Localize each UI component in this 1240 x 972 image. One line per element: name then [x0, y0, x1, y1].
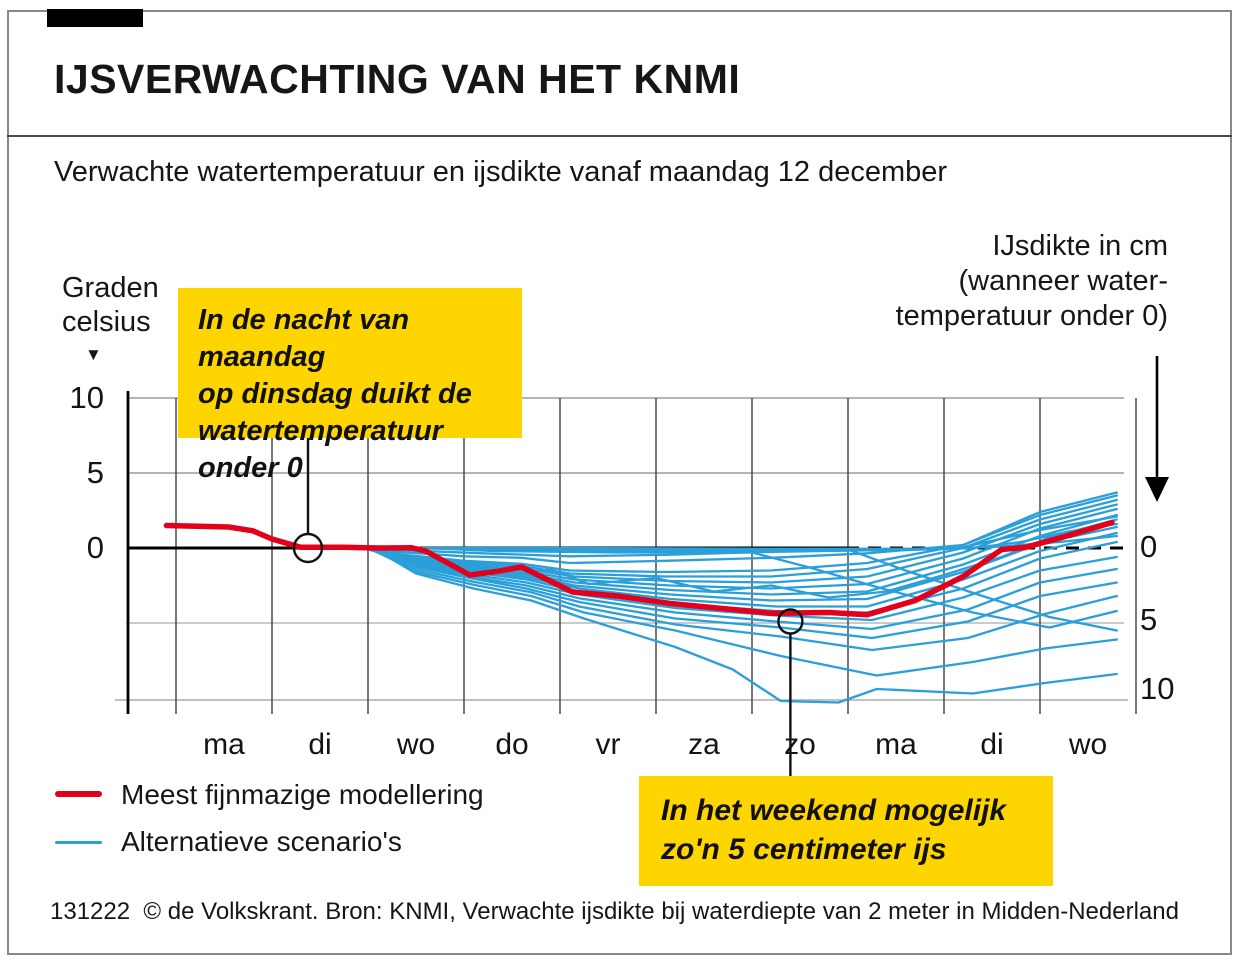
legend-swatch-main-model	[55, 791, 102, 797]
svg-text:di: di	[980, 728, 1003, 761]
annotation1-line3: watertemperatuur onder 0	[198, 415, 443, 484]
volkskrant-black-bar	[47, 9, 143, 27]
left-axis-label-line1: Graden	[62, 272, 159, 304]
svg-text:wo: wo	[396, 728, 435, 761]
right-axis-label-line2: (wanneer water-	[958, 265, 1168, 297]
svg-text:za: za	[688, 728, 720, 761]
ice-depth-arrow-icon	[1145, 356, 1169, 502]
legend-label-scenarios: Alternatieve scenario's	[121, 826, 402, 857]
svg-text:10: 10	[70, 380, 104, 415]
day-labels: ma di wo do vr za zo ma di wo	[203, 728, 1107, 761]
left-axis-label-line2: celsius	[62, 306, 151, 338]
left-axis-marker-icon: ▼	[85, 345, 102, 364]
main-model-line	[163, 519, 1115, 618]
svg-text:0: 0	[87, 530, 104, 565]
svg-text:wo: wo	[1068, 728, 1107, 761]
legend-label-main-model: Meest fijnmazige modellering	[121, 779, 484, 810]
chart-subtitle: Verwachte watertemperatuur en ijsdikte v…	[54, 156, 948, 188]
svg-text:vr: vr	[596, 728, 621, 761]
annotation1-line1: In de nacht van maandag	[198, 304, 410, 373]
svg-text:ma: ma	[875, 728, 917, 761]
annotation2-line1: In het weekend mogelijk	[661, 794, 1007, 827]
title-divider	[7, 135, 1232, 137]
svg-text:5: 5	[87, 455, 104, 490]
scenario-lines	[357, 491, 1118, 704]
svg-text:ma: ma	[203, 728, 245, 761]
legend-swatch-scenarios	[55, 841, 102, 844]
svg-text:do: do	[495, 728, 528, 761]
svg-text:0: 0	[1140, 529, 1157, 564]
forecast-chart: 10 5 0 0 5 10 ma di wo do vr za zo ma di wo	[70, 356, 1174, 778]
left-tick-labels: 10 5 0	[70, 380, 104, 565]
right-axis-label-line1: IJsdikte in cm	[992, 230, 1168, 262]
annotation1-line2: op dinsdag duikt de	[198, 378, 472, 410]
page-title: IJSVERWACHTING VAN HET KNMI	[54, 56, 741, 102]
svg-text:zo: zo	[784, 728, 816, 761]
annotation-box-weekend-ice: In het weekend mogelijk zo'n 5 centimete…	[639, 776, 1053, 886]
annotation-box-monday-night: In de nacht van maandag op dinsdag duikt…	[178, 288, 522, 484]
svg-text:10: 10	[1140, 671, 1174, 706]
svg-text:di: di	[308, 728, 331, 761]
right-axis-label-line3: temperatuur onder 0)	[895, 300, 1168, 332]
left-axis-label: Graden celsius	[62, 271, 159, 339]
annotation-markers	[292, 437, 804, 778]
svg-text:5: 5	[1140, 602, 1157, 637]
right-tick-labels: 0 5 10	[1140, 529, 1174, 706]
source-credit: 131222 © de Volkskrant. Bron: KNMI, Verw…	[50, 898, 1179, 925]
right-axis-label: IJsdikte in cm (wanneer water- temperatu…	[748, 229, 1168, 334]
annotation2-line2: zo'n 5 centimeter ijs	[661, 833, 947, 866]
